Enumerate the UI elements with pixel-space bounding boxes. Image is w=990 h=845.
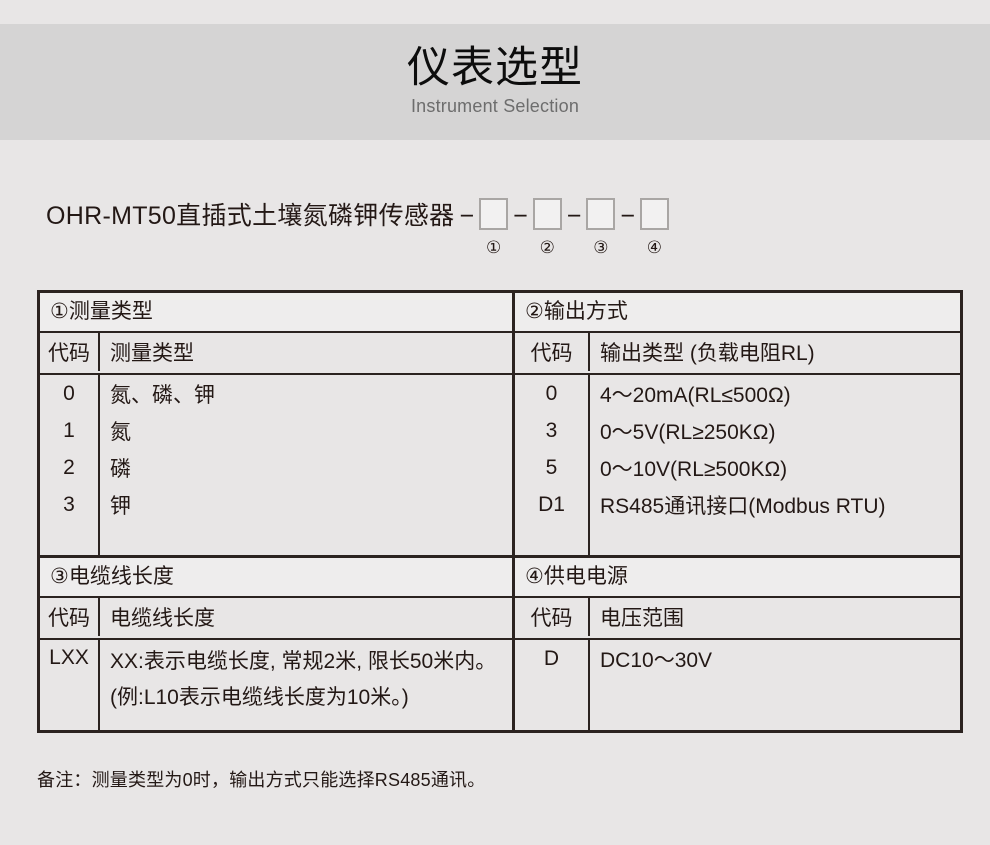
cell-desc: 氮	[110, 420, 131, 444]
cell-desc: 0〜10V(RL≥500KΩ)	[600, 457, 788, 481]
model-slot-1-box[interactable]	[479, 198, 509, 230]
cell-code: 3	[515, 412, 590, 449]
table-section-power-supply: ④供电电源 代码 电压范围 D DC10〜30V	[515, 558, 960, 730]
model-separator-3: −	[566, 202, 582, 230]
model-slot-3-marker: ③	[593, 238, 609, 257]
table-row: 0 4〜20mA(RL≤500Ω)	[515, 375, 960, 412]
table-row: 2 磷	[40, 449, 512, 486]
table-body-measure-type: 0 氮、磷、钾 1 氮 2 磷 3 钾	[40, 375, 512, 523]
column-header-desc: 输出类型 (负载电阻RL)	[600, 342, 815, 365]
cell-desc: 0〜5V(RL≥250KΩ)	[600, 420, 776, 444]
table-section-cable-length: ③电缆线长度 代码 电缆线长度 LXX XX:表示电缆长度, 常规2米, 限长5…	[40, 558, 515, 730]
column-header-row: 代码 测量类型	[40, 333, 512, 375]
model-slot-4: ④	[639, 198, 669, 259]
model-slot-3: ③	[586, 198, 616, 259]
column-header-code: 代码	[40, 333, 100, 371]
cell-code: LXX	[40, 640, 100, 724]
model-separator-1: −	[459, 202, 475, 230]
table-row: 3 钾	[40, 486, 512, 523]
cell-desc: XX:表示电缆长度, 常规2米, 限长50米内。(例:L10表示电缆线长度为10…	[110, 650, 497, 709]
table-row: LXX XX:表示电缆长度, 常规2米, 限长50米内。(例:L10表示电缆线长…	[40, 640, 512, 724]
table-row: D DC10〜30V	[515, 640, 960, 677]
cell-code: 0	[515, 375, 590, 412]
cell-code: 5	[515, 449, 590, 486]
selection-table: ①测量类型 代码 测量类型 0 氮、磷、钾 1 氮 2 磷	[37, 290, 963, 733]
table-body-cable-length: LXX XX:表示电缆长度, 常规2米, 限长50米内。(例:L10表示电缆线长…	[40, 640, 512, 724]
cell-desc: 氮、磷、钾	[110, 383, 215, 407]
table-row: 3 0〜5V(RL≥250KΩ)	[515, 412, 960, 449]
section-heading-measure-type: ①测量类型	[40, 293, 512, 333]
table-row: D1 RS485通讯接口(Modbus RTU)	[515, 486, 960, 523]
column-header-desc: 测量类型	[110, 342, 194, 365]
model-slot-4-marker: ④	[646, 238, 663, 257]
table-row: 0 氮、磷、钾	[40, 375, 512, 412]
filler-desc-col	[100, 724, 512, 730]
cell-desc: DC10〜30V	[600, 648, 713, 672]
column-header-row: 代码 电压范围	[515, 598, 960, 640]
model-code-row: OHR-MT50直插式土壤氮磷钾传感器 − ① − ② − ③ − ④	[46, 198, 669, 259]
model-slot-2-marker: ②	[539, 238, 555, 257]
page-header-band: 仪表选型 Instrument Selection	[0, 24, 990, 140]
column-header-code: 代码	[515, 333, 590, 371]
section-heading-power-supply: ④供电电源	[515, 558, 960, 598]
model-slot-4-box[interactable]	[639, 198, 669, 230]
cell-desc: 4〜20mA(RL≤500Ω)	[600, 383, 791, 407]
filler-desc-col	[100, 523, 512, 555]
cell-code: D1	[515, 486, 590, 523]
cell-code: 1	[40, 412, 100, 449]
table-filler	[40, 523, 512, 555]
model-slot-2: ②	[532, 198, 562, 259]
table-row: 5 0〜10V(RL≥500KΩ)	[515, 449, 960, 486]
column-header-code: 代码	[515, 598, 590, 636]
cell-code: 3	[40, 486, 100, 523]
table-block-top: ①测量类型 代码 测量类型 0 氮、磷、钾 1 氮 2 磷	[40, 293, 960, 555]
model-slot-2-box[interactable]	[532, 198, 562, 230]
column-header-code: 代码	[40, 598, 100, 636]
model-separator-2: −	[513, 202, 528, 230]
model-separator-4: −	[620, 202, 635, 230]
table-section-measure-type: ①测量类型 代码 测量类型 0 氮、磷、钾 1 氮 2 磷	[40, 293, 515, 555]
table-body-output-mode: 0 4〜20mA(RL≤500Ω) 3 0〜5V(RL≥250KΩ) 5 0〜1…	[515, 375, 960, 523]
cell-desc: RS485通讯接口(Modbus RTU)	[600, 494, 886, 518]
filler-code-col	[515, 523, 590, 555]
page-title: 仪表选型	[407, 43, 583, 92]
section-heading-cable-length: ③电缆线长度	[40, 558, 512, 598]
model-slot-1-marker: ①	[485, 238, 502, 257]
cell-desc: 钾	[110, 494, 131, 518]
filler-code-col	[40, 523, 100, 555]
table-filler	[515, 523, 960, 555]
table-filler	[515, 677, 960, 730]
table-body-power-supply: D DC10〜30V	[515, 640, 960, 677]
table-filler	[40, 724, 512, 730]
model-base-name: OHR-MT50直插式土壤氮磷钾传感器	[46, 202, 455, 230]
column-header-desc: 电压范围	[600, 607, 684, 630]
page-subtitle: Instrument Selection	[410, 96, 580, 117]
section-heading-output-mode: ②输出方式	[515, 293, 960, 333]
table-row: 1 氮	[40, 412, 512, 449]
cell-code: D	[515, 640, 590, 677]
filler-desc-col	[590, 523, 960, 555]
cell-code: 2	[40, 449, 100, 486]
table-section-output-mode: ②输出方式 代码 输出类型 (负载电阻RL) 0 4〜20mA(RL≤500Ω)…	[515, 293, 960, 555]
cell-desc: 磷	[110, 457, 131, 481]
column-header-desc: 电缆线长度	[110, 607, 215, 630]
model-slot-3-box[interactable]	[586, 198, 616, 230]
filler-code-col	[515, 677, 590, 730]
footnote-remark: 备注：测量类型为0时，输出方式只能选择RS485通讯。	[37, 770, 486, 790]
model-slot-1: ①	[479, 198, 509, 259]
table-block-bottom: ③电缆线长度 代码 电缆线长度 LXX XX:表示电缆长度, 常规2米, 限长5…	[40, 555, 960, 730]
column-header-row: 代码 电缆线长度	[40, 598, 512, 640]
column-header-row: 代码 输出类型 (负载电阻RL)	[515, 333, 960, 375]
cell-code: 0	[40, 375, 100, 412]
filler-code-col	[40, 724, 100, 730]
filler-desc-col	[590, 677, 960, 730]
